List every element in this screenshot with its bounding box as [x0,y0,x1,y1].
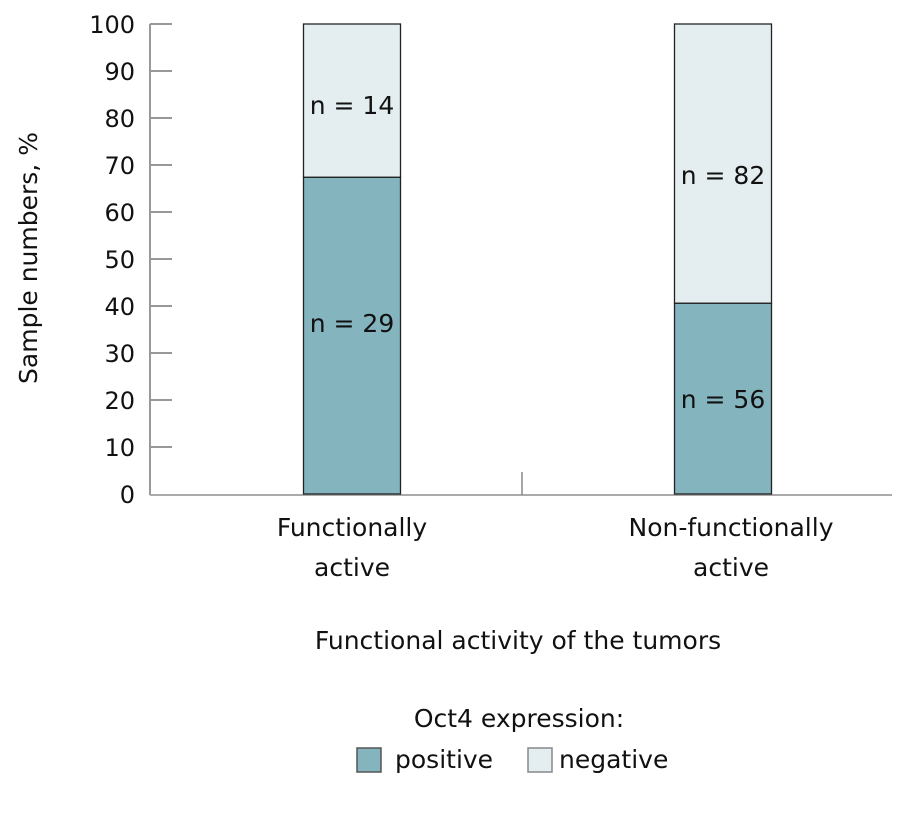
legend-swatch-negative [527,747,553,773]
y-tick-label: 0 [120,481,135,509]
legend-label-positive: positive [395,745,493,774]
x-tick-label: Non-functionally [629,513,834,542]
x-tick-label: active [314,553,390,582]
y-tick-label: 80 [104,105,135,133]
y-tick-label: 100 [89,11,135,39]
y-tick-label: 40 [104,293,135,321]
x-axis-title: Functional activity of the tumors [315,626,721,655]
y-tick-label: 90 [104,58,135,86]
legend-title: Oct4 expression: [414,704,624,733]
x-tick-label: Functionally [277,513,428,542]
legend-label-negative: negative [559,745,668,774]
bar-segment-positive [302,176,402,495]
bar-data-label: n = 14 [310,91,395,120]
y-tick-label: 60 [104,199,135,227]
bar-data-label: n = 82 [681,161,766,190]
bar-segment-negative [673,23,773,304]
bar-data-label: n = 29 [310,309,395,338]
bar-data-label: n = 56 [681,385,766,414]
y-tick-label: 70 [104,152,135,180]
y-axis-title: Sample numbers, % [14,132,43,384]
legend-swatch-positive [356,747,382,773]
bar-segment-positive [673,302,773,495]
y-tick-label: 20 [104,387,135,415]
y-tick-label: 50 [104,246,135,274]
x-tick-label: active [693,553,769,582]
y-tick-label: 30 [104,340,135,368]
y-tick-label: 10 [104,434,135,462]
bar-segment-negative [302,23,402,178]
